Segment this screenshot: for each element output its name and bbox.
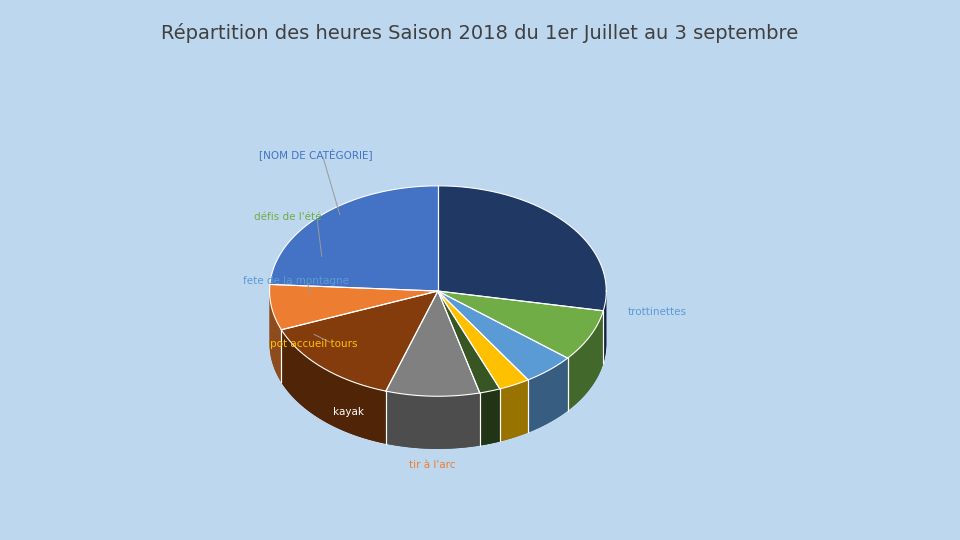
- Polygon shape: [603, 292, 607, 363]
- Polygon shape: [281, 330, 386, 444]
- Polygon shape: [270, 285, 438, 330]
- Text: tir à l'arc: tir à l'arc: [409, 460, 456, 470]
- Polygon shape: [500, 380, 528, 442]
- Polygon shape: [270, 186, 438, 291]
- Polygon shape: [603, 292, 607, 363]
- Polygon shape: [567, 310, 603, 411]
- Text: kayak: kayak: [333, 407, 364, 417]
- Polygon shape: [567, 310, 603, 411]
- Text: pot accueil tours: pot accueil tours: [270, 339, 357, 349]
- Polygon shape: [480, 389, 500, 446]
- Polygon shape: [438, 291, 528, 389]
- Text: trottinettes: trottinettes: [627, 307, 686, 317]
- Polygon shape: [438, 291, 603, 358]
- Text: fete de la montagne: fete de la montagne: [243, 275, 349, 286]
- Text: Répartition des heures Saison 2018 du 1er Juillet au 3 septembre: Répartition des heures Saison 2018 du 1e…: [161, 23, 799, 43]
- Polygon shape: [281, 330, 386, 444]
- Text: [NOM DE CATÉGORIE]: [NOM DE CATÉGORIE]: [259, 148, 372, 160]
- Polygon shape: [480, 389, 500, 446]
- Polygon shape: [386, 291, 480, 396]
- Polygon shape: [386, 391, 480, 449]
- Text: défis de l'été: défis de l'été: [253, 212, 322, 222]
- Polygon shape: [281, 291, 438, 391]
- Polygon shape: [528, 358, 567, 433]
- Polygon shape: [438, 186, 607, 310]
- Polygon shape: [270, 291, 281, 382]
- Polygon shape: [386, 391, 480, 449]
- Polygon shape: [270, 291, 281, 382]
- Polygon shape: [528, 358, 567, 433]
- Polygon shape: [438, 291, 500, 393]
- Polygon shape: [500, 380, 528, 442]
- Polygon shape: [438, 291, 567, 380]
